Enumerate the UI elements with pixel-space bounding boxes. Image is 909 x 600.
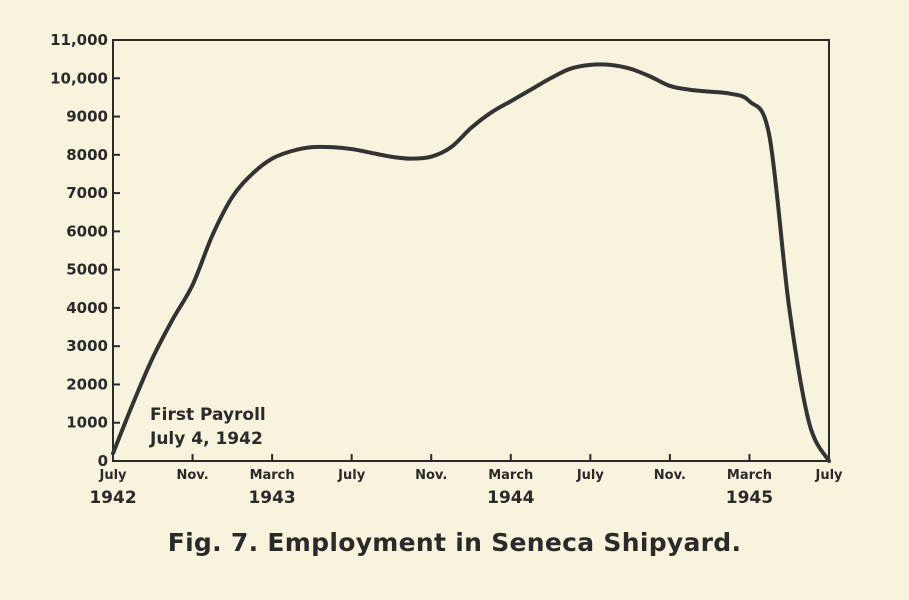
y-tick-label: 2000: [66, 375, 108, 393]
plot-frame: [113, 40, 829, 461]
figure-caption: Fig. 7. Employment in Seneca Shipyard.: [0, 528, 909, 557]
x-year-label: 1943: [248, 488, 295, 508]
y-tick-label: 9000: [66, 108, 108, 126]
x-tick-label: March: [250, 468, 295, 483]
x-tick-label: March: [727, 468, 772, 483]
employment-series-line: [113, 64, 829, 461]
y-tick-label: 5000: [66, 261, 108, 279]
y-tick-label: 6000: [66, 222, 108, 240]
y-tick-label: 4000: [66, 299, 108, 317]
series-layer: [113, 64, 829, 461]
annotation-layer: First Payroll July 4, 1942: [149, 405, 266, 449]
annotation-line-1: First Payroll: [150, 405, 266, 425]
y-axis-ticks: 010002000300040005000600070008000900010,…: [50, 31, 120, 470]
x-tick-label: Nov.: [415, 468, 447, 483]
x-tick-label: July: [98, 468, 127, 483]
x-year-label: 1945: [726, 488, 773, 508]
y-tick-label: 3000: [66, 337, 108, 355]
y-tick-label: 7000: [66, 184, 108, 202]
y-tick-label: 1000: [66, 414, 108, 432]
x-tick-label: July: [814, 468, 843, 483]
x-tick-label: July: [337, 468, 366, 483]
x-tick-label: July: [576, 468, 605, 483]
x-year-label: 1942: [89, 488, 136, 508]
y-tick-label: 11,000: [50, 31, 108, 49]
x-tick-label: Nov.: [176, 468, 208, 483]
x-tick-label: Nov.: [654, 468, 686, 483]
y-tick-label: 8000: [66, 146, 108, 164]
x-axis-ticks: July 1942 Nov. March 1943 July Nov. March 1944 Ju…: [89, 454, 843, 508]
x-year-label: 1944: [487, 488, 534, 508]
annotation-line-2: July 4, 1942: [149, 429, 263, 449]
y-tick-label: 10,000: [50, 69, 108, 87]
x-tick-label: March: [488, 468, 533, 483]
